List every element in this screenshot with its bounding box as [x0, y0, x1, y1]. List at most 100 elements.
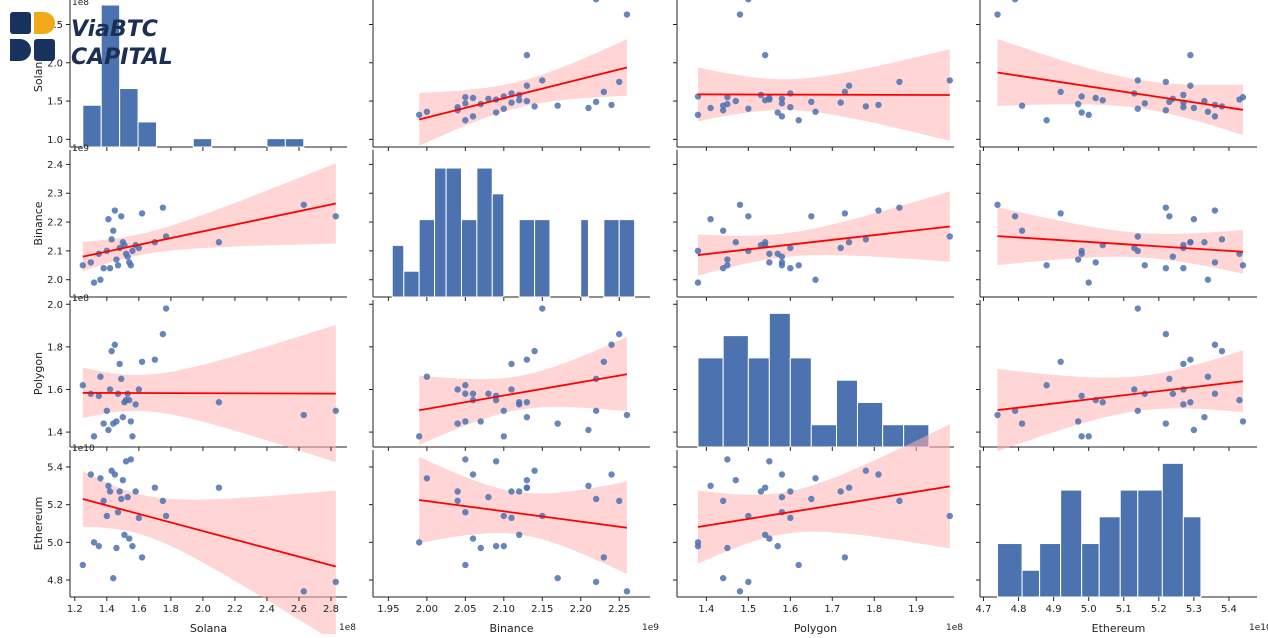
- regression-line: [997, 235, 1244, 253]
- scatter-point: [1190, 104, 1198, 112]
- scatter-point: [812, 108, 819, 115]
- scatter-point: [875, 471, 882, 478]
- scatter-point: [110, 574, 117, 582]
- scatter-point: [724, 262, 731, 269]
- scatter-point: [719, 497, 727, 505]
- scatter-point: [761, 239, 769, 246]
- scatter-point: [761, 51, 769, 59]
- scatter-point: [138, 554, 146, 561]
- scatter-point: [724, 94, 731, 101]
- scatter-point: [127, 262, 135, 269]
- scatter-point: [1218, 236, 1226, 243]
- hist-bar: [580, 219, 589, 298]
- scatter-point: [79, 262, 87, 269]
- scatter-point: [812, 475, 819, 482]
- scatter-point: [724, 544, 731, 552]
- scatter-point: [485, 493, 492, 501]
- scatter-point: [862, 467, 870, 474]
- scatter-point: [469, 535, 477, 542]
- logo-mark-icon: ViaBTC CAPITAL: [10, 12, 173, 70]
- viabtc-capital-logo: ViaBTC CAPITAL: [0, 6, 175, 70]
- scatter-point: [1204, 276, 1212, 283]
- scatter-point: [103, 407, 111, 414]
- x-tick-label: 5.4: [1221, 604, 1237, 615]
- y-offset-binance: 1e9: [72, 144, 89, 154]
- hist-bar: [1161, 462, 1184, 598]
- scatter-point: [1085, 279, 1092, 286]
- x-tick-label: 4.7: [976, 604, 992, 615]
- scatter-point: [766, 94, 773, 102]
- hist-bar: [856, 401, 884, 448]
- scatter-point: [215, 239, 223, 246]
- hist-bar: [445, 167, 462, 298]
- hist-bar: [491, 193, 505, 298]
- scatter-point: [1187, 51, 1194, 59]
- x-tick-label: 5.0: [1081, 604, 1097, 615]
- scatter-point: [300, 588, 307, 595]
- scatter-point: [1239, 418, 1247, 425]
- scatter-point: [103, 512, 111, 520]
- x-tick-label: 1.9: [908, 604, 924, 615]
- scatter-point: [523, 82, 531, 89]
- scatter-point: [1162, 204, 1170, 211]
- scatter-point: [766, 458, 773, 465]
- scatter-point: [1099, 399, 1106, 406]
- y-offset-polygon: 1e8: [72, 294, 89, 304]
- scatter-point: [423, 373, 431, 380]
- scatter-point: [116, 360, 123, 368]
- scatter-point: [124, 493, 131, 501]
- scatter-point: [1180, 360, 1187, 368]
- y-axis-label-binance: Binance: [32, 201, 45, 245]
- hist-bar: [266, 138, 286, 148]
- scatter-point: [585, 482, 592, 490]
- scatter-point: [500, 407, 508, 414]
- x-tick-label: 1.6: [782, 604, 798, 615]
- scatter-point: [1169, 390, 1177, 397]
- scatter-point: [462, 418, 469, 425]
- scatter-point: [138, 210, 146, 217]
- scatter-point: [90, 433, 98, 440]
- scatter-point: [707, 215, 714, 223]
- scatter-point: [332, 213, 339, 220]
- scatter-point: [1078, 247, 1085, 255]
- scatter-point: [1131, 386, 1138, 393]
- scatter-point: [1162, 420, 1170, 427]
- scatter-point: [97, 373, 104, 380]
- scatter-point: [485, 95, 492, 102]
- scatter-point: [523, 399, 531, 406]
- scatter-point: [778, 493, 786, 501]
- scatter-point: [462, 117, 469, 124]
- regression-line: [697, 93, 950, 96]
- scatter-point: [423, 108, 431, 115]
- scatter-point: [1018, 420, 1026, 427]
- scatter-point: [111, 207, 119, 214]
- scatter-point: [946, 512, 954, 520]
- scatter-point: [1180, 103, 1187, 111]
- scatter-point: [454, 386, 461, 393]
- scatter-point: [126, 535, 133, 542]
- hist-bar: [460, 219, 478, 298]
- scatter-point: [946, 233, 954, 240]
- scatter-point: [1074, 100, 1082, 108]
- scatter-point: [896, 204, 903, 211]
- scatter-point: [1211, 390, 1219, 397]
- scatter-point: [1057, 88, 1064, 96]
- x-tick-label: 2.05: [454, 604, 476, 615]
- hist-bar: [192, 138, 213, 148]
- regression-line: [697, 225, 950, 256]
- scatter-point: [423, 475, 431, 482]
- scatter-point: [500, 542, 508, 550]
- y-tick-label: 2.0: [47, 275, 63, 286]
- scatter-point: [111, 471, 119, 478]
- scatter-point: [1190, 426, 1198, 434]
- regression-line: [419, 373, 628, 412]
- scatter-point: [485, 390, 492, 397]
- scatter-point: [732, 239, 739, 246]
- x-tick-label: 5.2: [1151, 604, 1167, 615]
- scatter-point: [215, 399, 223, 406]
- scatter-point: [508, 99, 515, 106]
- y-tick-label: 2.3: [47, 189, 63, 200]
- panel-solana-vs-solana: [66, 0, 347, 151]
- scatter-point: [1239, 94, 1247, 101]
- scatter-point: [469, 113, 477, 120]
